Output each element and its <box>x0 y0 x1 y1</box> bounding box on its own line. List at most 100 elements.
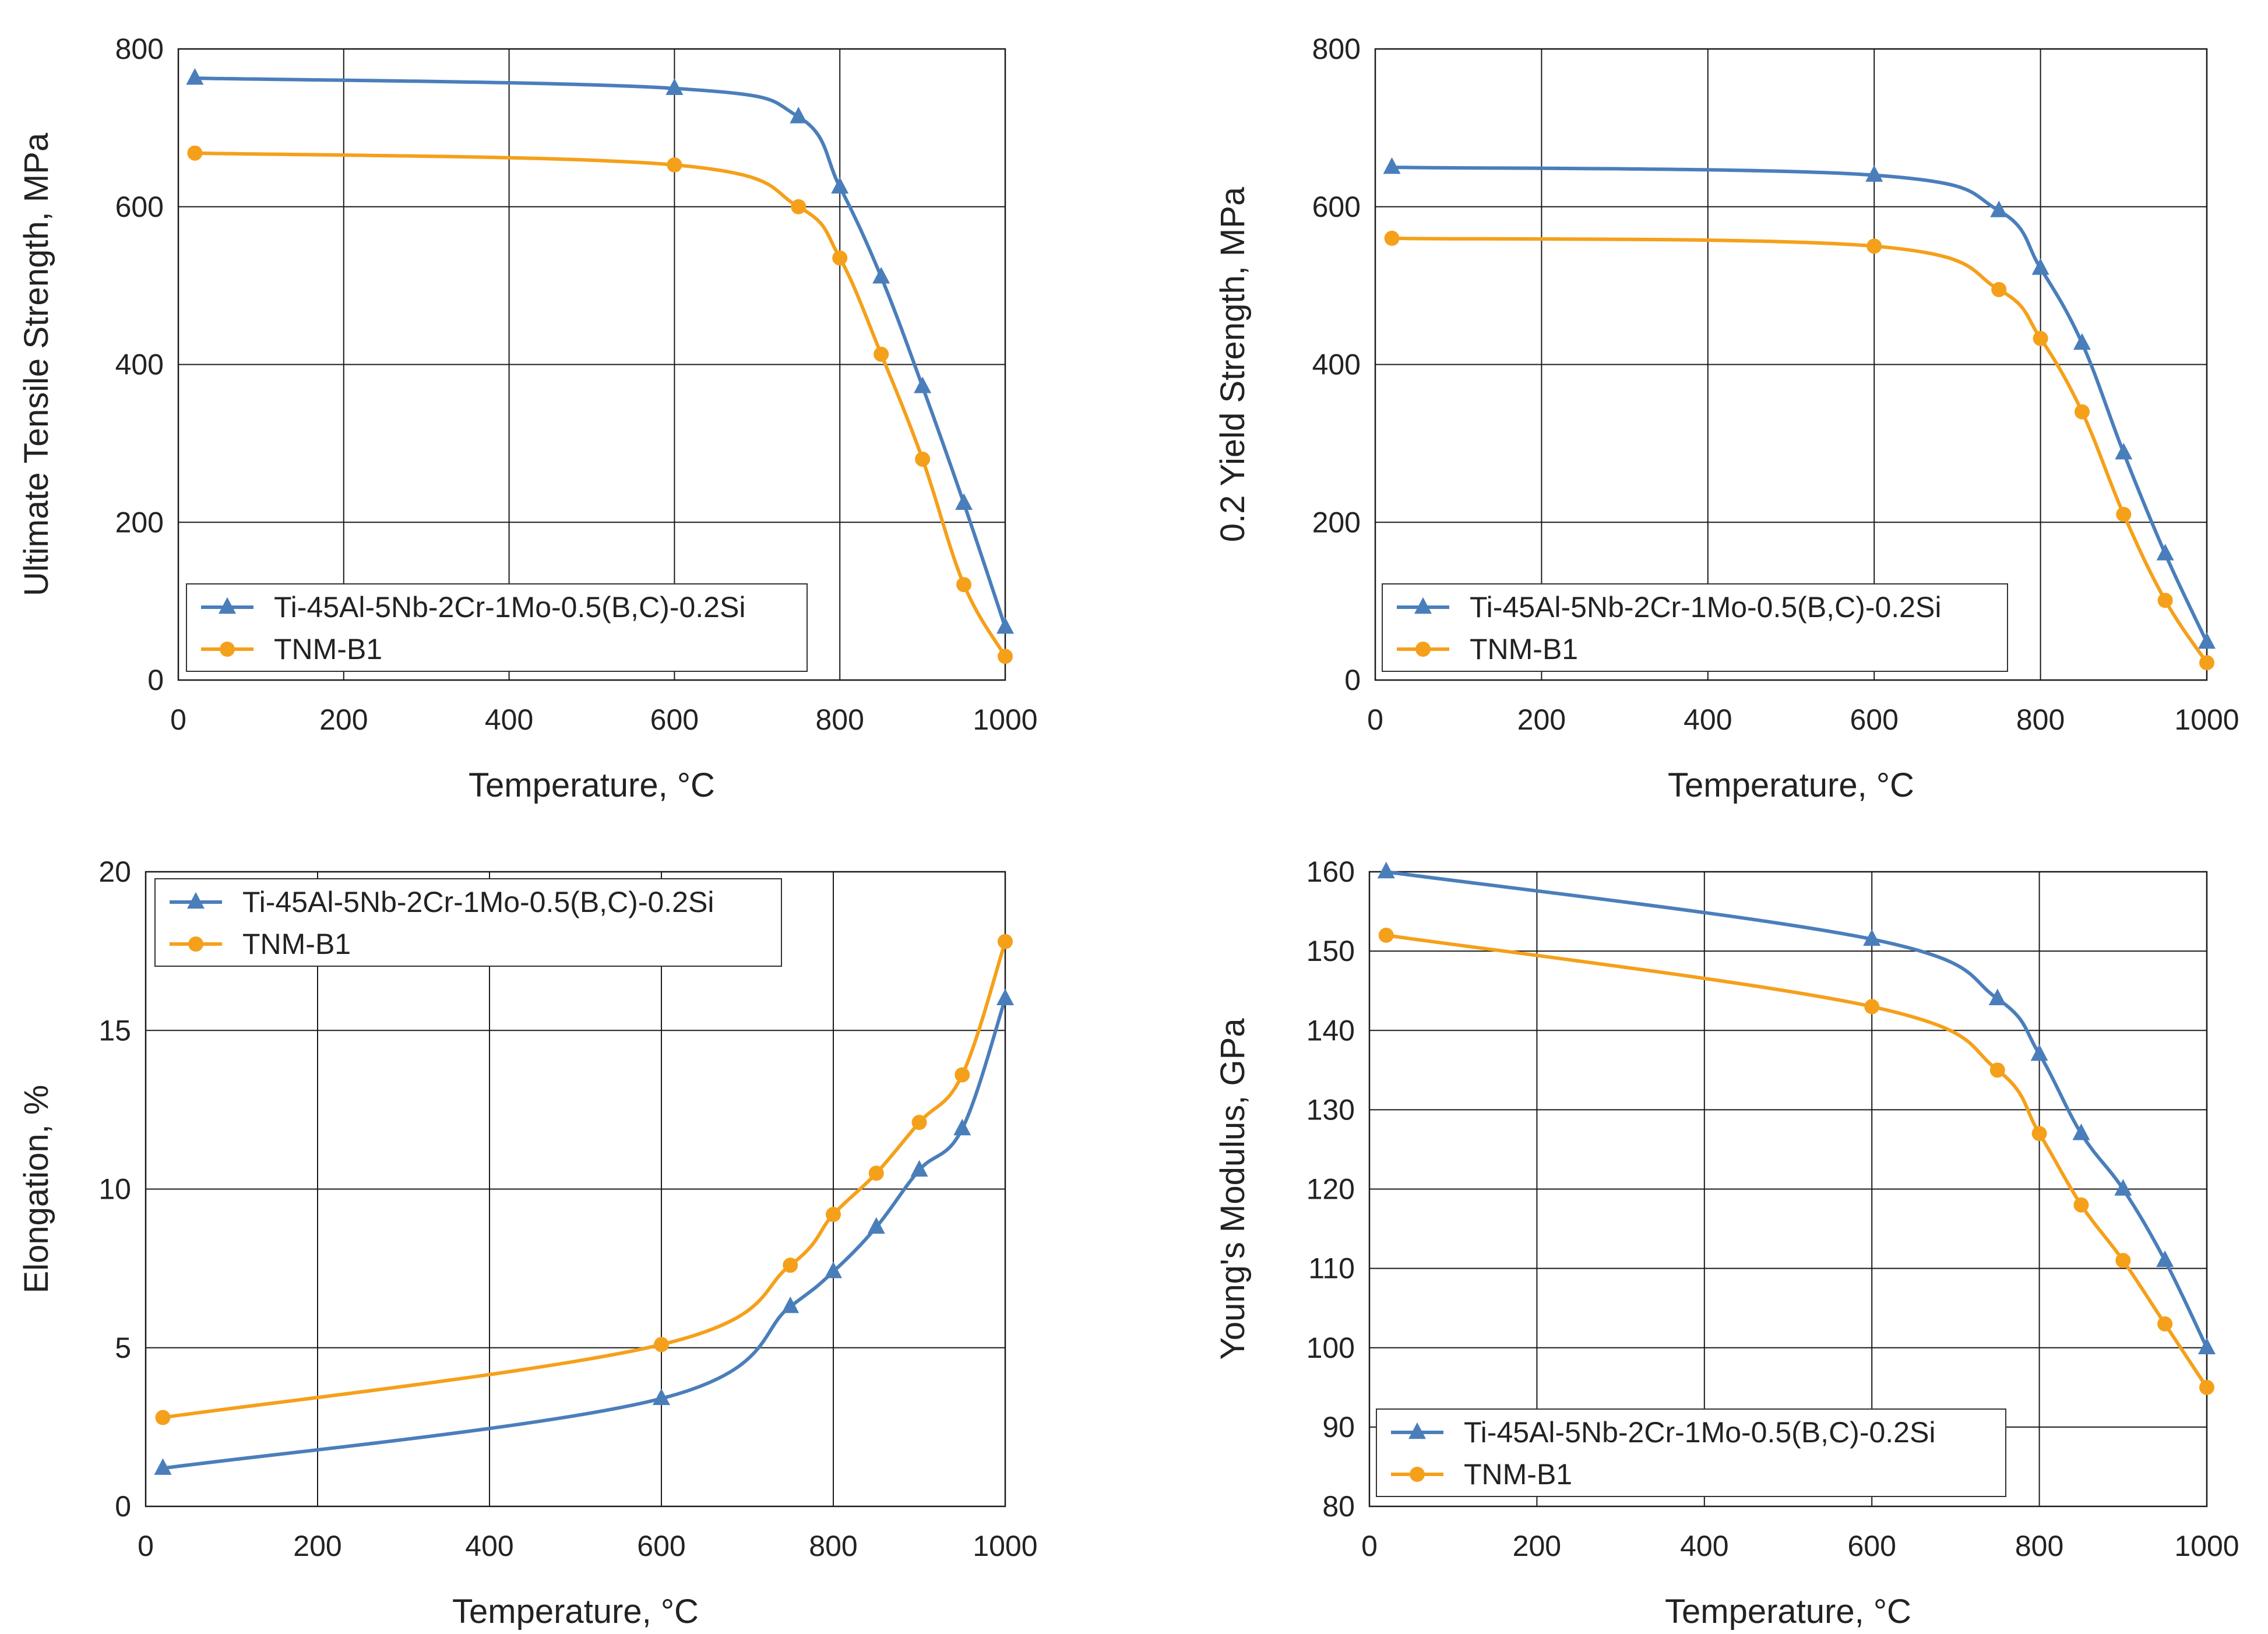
data-point-series-1 <box>872 266 890 284</box>
data-point-series-1 <box>2115 442 2133 460</box>
legend-label-2: TNM-B1 <box>1464 1458 1572 1491</box>
chart-4: 0 200 400 600 800 1000 80 90 100 110 120 130 140 150 1… <box>1214 855 2239 1631</box>
data-point-series-2 <box>2157 593 2173 608</box>
data-point-series-1 <box>790 107 808 124</box>
data-point-series-2 <box>2074 404 2090 420</box>
data-point-series-2 <box>783 1258 798 1273</box>
y-tick-label: 130 <box>1306 1093 1355 1126</box>
plot-frame <box>145 871 1006 1508</box>
y-tick-label: 120 <box>1306 1173 1355 1206</box>
legend-marker-1 <box>1408 1422 1426 1439</box>
y-tick-label: 110 <box>1308 1252 1355 1285</box>
plot-frame <box>1374 48 2208 681</box>
data-point-series-1 <box>996 617 1014 634</box>
data-point-series-1 <box>955 493 973 510</box>
y-tick-label: 400 <box>1312 348 1361 381</box>
data-point-series-2 <box>2157 1316 2173 1332</box>
data-point-series-2 <box>956 577 972 593</box>
y-tick-label: 20 <box>98 855 131 888</box>
x-tick-label: 200 <box>1517 703 1566 736</box>
chart-3: 0 200 400 600 800 1000 0 5 10 15 20 Temperature, °C… <box>17 855 1038 1631</box>
legend: Ti-45Al-5Nb-2Cr-1Mo-0.5(B,C)-0.2Si TNM-B1 <box>1376 1408 2006 1497</box>
data-point-series-1 <box>154 1458 172 1475</box>
x-tick-label: 0 <box>1361 1530 1378 1562</box>
series-line-2 <box>1386 933 2209 1389</box>
y-tick-label: 0 <box>147 664 164 696</box>
data-point-series-1 <box>953 1118 971 1136</box>
data-point-series-1 <box>1988 988 2006 1006</box>
x-tick-label: 800 <box>2016 703 2065 736</box>
y-axis-title: Ultimate Tensile Strength, MPa <box>17 132 55 596</box>
data-point-series-2 <box>667 157 682 173</box>
data-point-series-2 <box>1384 230 1400 246</box>
legend: Ti-45Al-5Nb-2Cr-1Mo-0.5(B,C)-0.2Si TNM-B1 <box>154 878 782 967</box>
x-tick-label: 1000 <box>2174 703 2239 736</box>
data-point-series-2 <box>2073 1197 2089 1213</box>
data-point-series-2 <box>955 1067 970 1083</box>
data-point-series-1 <box>2073 333 2091 350</box>
x-tick-label: 0 <box>138 1530 154 1562</box>
data-point-series-2 <box>832 250 848 266</box>
legend-box <box>1382 583 2008 672</box>
data-point-series-1 <box>867 1217 885 1234</box>
data-point-series-2 <box>2199 1379 2214 1395</box>
data-point-series-2 <box>1866 238 1882 254</box>
data-point-series-2 <box>915 451 931 467</box>
x-tick-label: 0 <box>1367 703 1383 736</box>
legend-label-2: TNM-B1 <box>274 633 382 665</box>
y-tick-label: 100 <box>1306 1332 1355 1364</box>
data-point-series-2 <box>998 649 1013 664</box>
data-point-series-2 <box>2116 506 2132 522</box>
legend-box <box>1376 1408 2006 1497</box>
data-point-series-1 <box>781 1296 800 1313</box>
y-axis-title: Elongation, % <box>17 1085 55 1294</box>
legend-marker-2 <box>1410 1467 1425 1482</box>
x-tick-label: 400 <box>465 1530 513 1562</box>
x-tick-label: 400 <box>485 703 533 736</box>
data-point-series-1 <box>186 68 204 85</box>
data-point-series-2 <box>2115 1253 2131 1269</box>
y-tick-label: 140 <box>1306 1014 1355 1047</box>
x-tick-label: 600 <box>650 703 699 736</box>
data-point-series-1 <box>1377 861 1395 879</box>
data-point-series-1 <box>914 376 932 393</box>
y-tick-label: 600 <box>115 191 164 223</box>
x-tick-label: 200 <box>319 703 368 736</box>
legend-label-2: TNM-B1 <box>242 928 351 960</box>
legend-label-1: Ti-45Al-5Nb-2Cr-1Mo-0.5(B,C)-0.2Si <box>274 591 745 624</box>
x-axis-title: Temperature, °C <box>469 766 715 804</box>
legend-marker-1 <box>219 597 236 614</box>
x-axis-title: Temperature, °C <box>452 1593 699 1631</box>
x-tick-label: 0 <box>170 703 186 736</box>
y-tick-label: 15 <box>98 1014 131 1047</box>
plot-frame <box>177 48 1006 681</box>
x-tick-label: 800 <box>2015 1530 2063 1562</box>
y-tick-label: 200 <box>115 506 164 538</box>
x-tick-label: 400 <box>1680 1530 1728 1562</box>
data-point-series-1 <box>2198 632 2216 649</box>
data-point-series-1 <box>665 78 684 95</box>
legend-label-1: Ti-45Al-5Nb-2Cr-1Mo-0.5(B,C)-0.2Si <box>242 886 714 918</box>
y-tick-label: 150 <box>1306 935 1355 967</box>
y-tick-label: 80 <box>1322 1490 1355 1523</box>
data-point-series-2 <box>874 346 889 362</box>
data-point-series-1 <box>1863 929 1881 946</box>
data-point-series-2 <box>911 1115 927 1131</box>
x-tick-label: 400 <box>1684 703 1732 736</box>
y-tick-label: 5 <box>115 1332 131 1364</box>
data-point-series-1 <box>1990 200 2008 217</box>
data-point-series-2 <box>1991 281 2007 297</box>
data-point-series-2 <box>2033 330 2048 346</box>
data-point-series-2 <box>2031 1126 2047 1142</box>
y-tick-label: 90 <box>1322 1411 1355 1443</box>
series-line-2 <box>163 941 1007 1420</box>
data-point-series-1 <box>825 1261 842 1279</box>
legend-label-2: TNM-B1 <box>1470 633 1578 665</box>
x-tick-label: 200 <box>293 1530 341 1562</box>
data-point-series-2 <box>1989 1062 2005 1078</box>
legend-marker-2 <box>220 642 235 657</box>
x-tick-label: 600 <box>637 1530 685 1562</box>
y-tick-label: 800 <box>115 33 164 65</box>
data-point-series-2 <box>998 934 1013 949</box>
series-line-1 <box>1386 870 2209 1349</box>
